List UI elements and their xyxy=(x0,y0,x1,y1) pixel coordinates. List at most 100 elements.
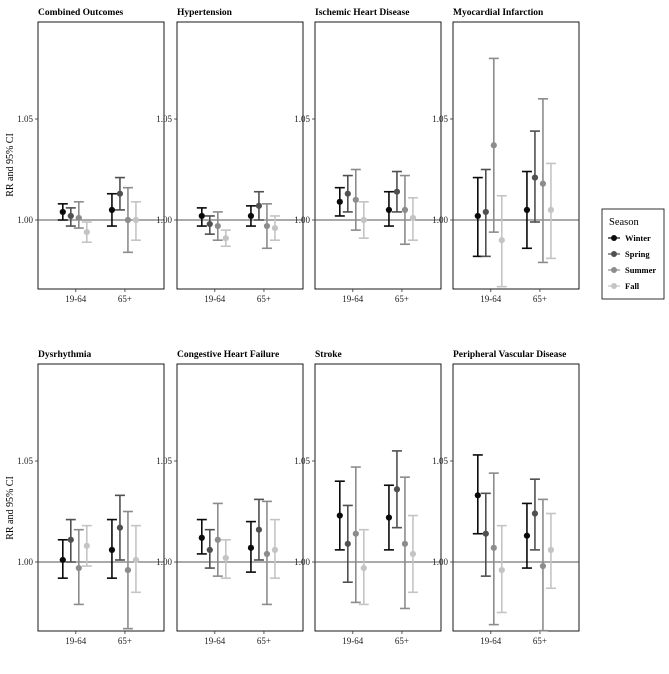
rr-point xyxy=(531,174,539,181)
y-tick-label: 1.05 xyxy=(156,456,172,466)
legend-label: Summer xyxy=(625,265,656,275)
rr-point xyxy=(393,188,401,195)
rr-point xyxy=(222,235,229,242)
rr-point xyxy=(67,536,74,543)
rr-point xyxy=(108,206,116,213)
rr-point xyxy=(116,524,124,531)
rr-point xyxy=(132,556,140,564)
x-tick-label: 65+ xyxy=(118,294,132,304)
rr-point xyxy=(360,564,367,572)
rr-point xyxy=(409,550,417,558)
rr-point xyxy=(247,212,255,220)
error-bar xyxy=(81,221,92,244)
rr-point xyxy=(401,540,409,547)
error-bar xyxy=(529,478,540,551)
rr-point xyxy=(116,190,124,197)
error-bar xyxy=(545,162,556,260)
panel-title: Hypertension xyxy=(177,8,233,18)
rr-point xyxy=(255,526,263,533)
error-bar xyxy=(130,201,141,241)
error-bar xyxy=(122,510,133,630)
x-tick-label: 65+ xyxy=(395,294,409,304)
error-bar xyxy=(472,454,483,535)
error-bar xyxy=(212,211,223,241)
error-bar xyxy=(81,524,92,567)
rr-point xyxy=(539,180,547,187)
error-bar xyxy=(261,203,272,250)
rr-point xyxy=(344,190,351,197)
error-bar xyxy=(106,192,117,227)
error-bar xyxy=(399,174,410,246)
error-bar xyxy=(122,186,133,254)
x-tick-label: 19-64 xyxy=(204,636,225,646)
error-bar xyxy=(350,168,361,231)
x-tick-label: 19-64 xyxy=(204,294,225,304)
rr-point xyxy=(271,224,279,232)
panel: Combined Outcomes 1.00 1.05 19-64 65+ xyxy=(17,8,165,304)
error-bar xyxy=(521,502,532,569)
error-bar xyxy=(391,170,402,213)
rr-point xyxy=(547,546,555,553)
error-bar xyxy=(204,528,215,569)
error-bar xyxy=(383,190,394,227)
rr-point xyxy=(474,212,481,220)
error-bar xyxy=(521,170,532,250)
error-bar xyxy=(73,201,84,229)
rr-point xyxy=(352,530,359,537)
rr-point xyxy=(59,208,66,216)
panel-title: Stroke xyxy=(315,350,342,360)
panel: Congestive Heart Failure 1.00 1.05 19-64 65+ xyxy=(156,350,304,646)
error-bar xyxy=(106,518,117,579)
panel-frame xyxy=(452,363,580,632)
legend-label: Winter xyxy=(625,233,651,243)
error-bar xyxy=(65,518,76,563)
rr-point xyxy=(67,212,74,220)
error-bar xyxy=(245,520,256,573)
y-tick-label: 1.00 xyxy=(294,557,310,567)
error-bar xyxy=(196,207,207,227)
season-legend: Season Winter Spring Summer Fall xyxy=(601,208,665,300)
rr-point xyxy=(263,222,271,230)
error-bar xyxy=(196,518,207,555)
y-tick-label: 1.00 xyxy=(432,557,448,567)
error-bar xyxy=(245,205,256,227)
rr-point xyxy=(247,544,255,551)
panel-frame xyxy=(452,21,580,290)
x-tick-label: 65+ xyxy=(257,294,271,304)
error-bar xyxy=(407,196,418,241)
rr-point xyxy=(482,208,489,216)
error-bar xyxy=(204,215,215,235)
panel: Myocardial Infarction 1.00 1.05 19-64 65+ xyxy=(432,8,580,304)
error-bar xyxy=(269,215,280,241)
x-tick-label: 19-64 xyxy=(480,636,501,646)
error-bar xyxy=(342,504,353,584)
rr-point xyxy=(83,542,90,549)
x-tick-label: 19-64 xyxy=(65,636,86,646)
error-bar xyxy=(65,207,76,227)
y-tick-label: 1.00 xyxy=(432,215,448,225)
panel-frame xyxy=(176,363,304,632)
rr-point xyxy=(385,514,393,521)
rr-point xyxy=(401,206,409,213)
panel-frame xyxy=(37,363,165,632)
error-bar xyxy=(350,466,361,604)
error-bar xyxy=(130,524,141,594)
x-tick-label: 19-64 xyxy=(480,294,501,304)
y-tick-label: 1.05 xyxy=(432,456,448,466)
error-bar xyxy=(220,229,231,248)
legend-item: Spring xyxy=(608,249,650,259)
panel-title: Ischemic Heart Disease xyxy=(315,8,409,18)
y-tick-label: 1.05 xyxy=(156,114,172,124)
panel: Hypertension 1.00 1.05 19-64 65+ xyxy=(156,8,304,304)
rr-point xyxy=(124,566,132,574)
panel-frame xyxy=(37,21,165,290)
panel-title: Dysrhythmia xyxy=(38,350,92,360)
error-bar xyxy=(73,528,84,606)
rr-point xyxy=(198,212,205,220)
error-bar xyxy=(269,518,280,579)
panel-frame xyxy=(314,363,442,632)
rr-point xyxy=(490,544,497,551)
y-tick-label: 1.05 xyxy=(17,114,33,124)
rr-point xyxy=(482,530,489,537)
